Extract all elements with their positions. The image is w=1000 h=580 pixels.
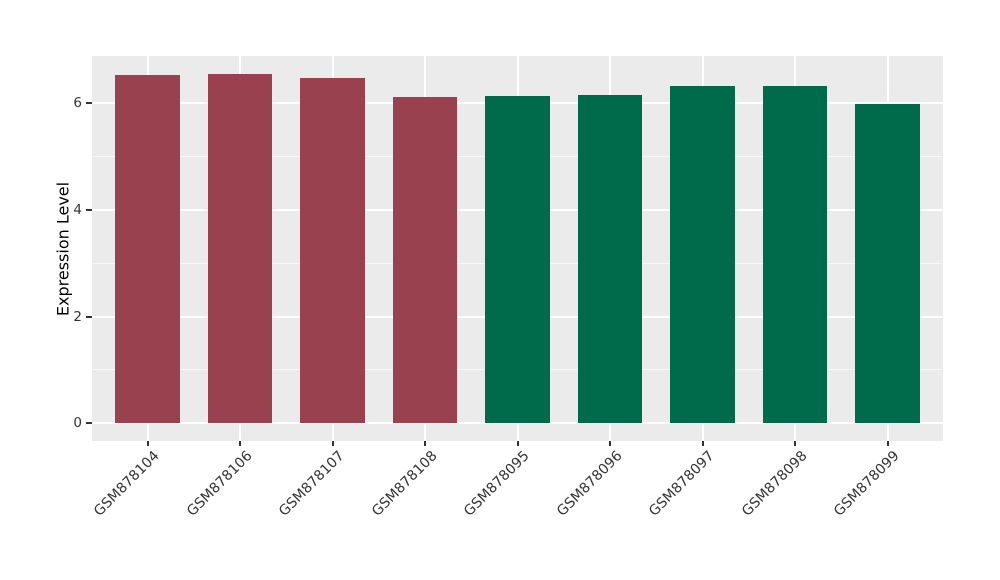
x-tick-mark <box>146 441 149 446</box>
x-tick-mark <box>886 441 889 446</box>
bar <box>762 85 828 424</box>
bar <box>670 86 735 424</box>
bar <box>485 95 550 424</box>
x-tick-label: GSM878097 <box>646 448 718 520</box>
x-tick-label: GSM878099 <box>831 448 903 520</box>
bar <box>115 74 180 424</box>
y-tick-mark <box>86 101 92 104</box>
y-tick-label: 0 <box>73 415 82 432</box>
x-tick-label: GSM878108 <box>368 448 441 520</box>
x-tick-mark <box>794 441 796 446</box>
bar <box>207 73 273 424</box>
y-tick-mark <box>86 208 92 211</box>
x-tick-label: GSM878107 <box>276 448 348 520</box>
x-tick-label: GSM878106 <box>183 448 256 520</box>
x-tick-label: GSM878098 <box>738 448 811 520</box>
x-tick-label: GSM878104 <box>91 448 163 520</box>
x-tick-mark <box>609 441 611 446</box>
bar <box>855 104 920 424</box>
bar <box>392 96 458 424</box>
x-tick-mark <box>331 441 334 446</box>
y-tick-mark <box>86 315 92 318</box>
y-tick-label: 2 <box>73 308 82 325</box>
x-tick-mark <box>424 441 426 446</box>
y-tick-label: 4 <box>73 201 82 218</box>
x-tick-label: GSM878095 <box>461 448 533 520</box>
x-tick-label: GSM878096 <box>553 448 626 520</box>
x-tick-mark <box>516 441 519 446</box>
y-axis-title: Expression Level <box>53 181 73 316</box>
bar <box>300 77 365 424</box>
y-tick-label: 6 <box>73 94 82 111</box>
x-tick-mark <box>239 441 241 446</box>
y-tick-mark <box>86 422 92 425</box>
bar <box>577 94 643 424</box>
x-tick-mark <box>701 441 704 446</box>
